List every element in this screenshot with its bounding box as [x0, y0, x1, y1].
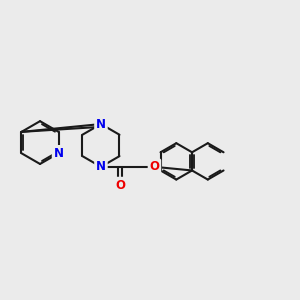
Text: N: N — [96, 118, 106, 130]
Text: N: N — [96, 160, 106, 173]
Text: N: N — [54, 147, 64, 160]
Text: O: O — [115, 178, 125, 191]
Text: O: O — [149, 160, 160, 173]
